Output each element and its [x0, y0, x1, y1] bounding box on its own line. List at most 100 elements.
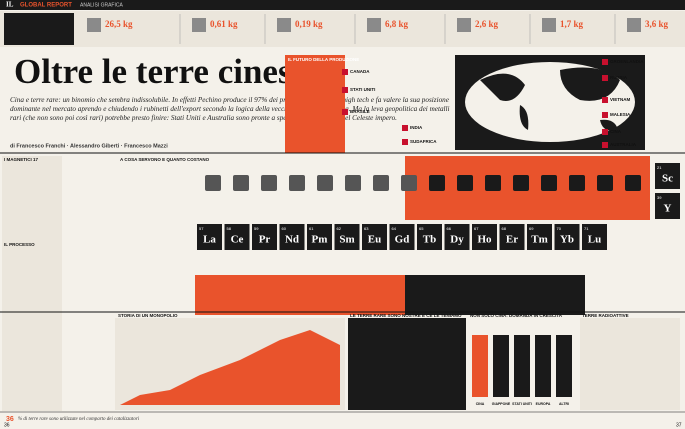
strip-icon — [367, 18, 381, 32]
map-flag — [402, 125, 408, 131]
element-number: 61 — [309, 226, 314, 231]
lede: Cina e terre rare: un binomio che sembra… — [10, 96, 450, 122]
element-number: 63 — [364, 226, 369, 231]
use-icon — [625, 175, 641, 191]
map-flag — [602, 112, 608, 118]
price-block-2 — [405, 275, 585, 315]
demand-label: CINA — [476, 402, 485, 406]
use-icon — [205, 175, 221, 191]
demand-label: EUROPA — [536, 402, 551, 406]
demand-bar — [472, 335, 488, 397]
history-area — [120, 330, 340, 405]
map-flag — [602, 97, 608, 103]
stats-strip — [0, 11, 685, 47]
byline: di Francesco Franchi · Alessandro Gibert… — [10, 143, 168, 149]
map-flag — [342, 87, 348, 93]
map-label: GROENLANDIA — [610, 59, 644, 64]
element-symbol: Ho — [477, 234, 492, 246]
element-number: 67 — [474, 226, 479, 231]
section-heading: IL PROCESSO — [4, 242, 35, 247]
element-number: 60 — [282, 226, 287, 231]
element-box — [472, 224, 497, 250]
element-box — [582, 224, 607, 250]
use-icon — [317, 175, 333, 191]
map-label: RUSSIA — [610, 75, 628, 80]
header-bar — [0, 0, 685, 10]
element-number: 21 — [657, 165, 662, 170]
map-flag — [342, 69, 348, 75]
left-column — [2, 156, 62, 411]
map-label: AUSTRALIA — [610, 142, 637, 147]
element-box — [527, 224, 552, 250]
element-number: 71 — [584, 226, 589, 231]
element-number: 39 — [657, 195, 662, 200]
lede-box: Cina e terre rare: un binomio che sembra… — [10, 96, 450, 122]
section-label: GLOBAL REPORT — [20, 3, 72, 9]
use-icon — [541, 175, 557, 191]
use-icon — [429, 175, 445, 191]
map-label: BRASILE — [350, 109, 370, 114]
map-label: CINA — [610, 129, 622, 134]
element-box — [554, 224, 580, 250]
element-number: 65 — [419, 226, 424, 231]
element-box — [334, 224, 360, 250]
map-flag — [602, 142, 608, 148]
element-box — [444, 224, 470, 250]
element-symbol: Dy — [450, 234, 464, 246]
strip-value: 6,8 kg — [385, 19, 409, 29]
use-icon — [261, 175, 277, 191]
section-heading: NON SOLO CINA: DOMANDA IN CRESCITA — [470, 313, 563, 318]
map-sidebar — [285, 55, 345, 153]
map-continents — [480, 67, 620, 131]
strip-value: 2,6 kg — [475, 19, 499, 29]
use-icon — [373, 175, 389, 191]
element-number: 62 — [337, 226, 342, 231]
map-heading: IL FUTURO DELLA PRODUZIONE — [288, 57, 359, 62]
use-icon — [289, 175, 305, 191]
demand-label: ALTRI — [559, 402, 569, 406]
page-right: 37 — [676, 422, 682, 428]
element-symbol: Tm — [531, 234, 548, 246]
element-box — [389, 224, 415, 250]
element-symbol: Yb — [560, 234, 574, 246]
element-symbol: Eu — [368, 234, 381, 246]
footer-figure: 36 — [6, 416, 14, 423]
element-number: 64 — [392, 226, 397, 231]
strip-icon — [277, 18, 291, 32]
map-label: VIETNAM — [610, 97, 631, 102]
footer-caption: % di terre rare sono utilizzate nel comp… — [18, 417, 140, 422]
strip-value: 26,5 kg — [105, 19, 133, 29]
strip-value: 1,7 kg — [560, 19, 584, 29]
strip-icon — [87, 18, 101, 32]
strip-value: 0,61 kg — [210, 19, 238, 29]
section-heading: STORIA DI UN MONOPOLIO — [118, 313, 178, 318]
strip-icon — [627, 18, 641, 32]
element-symbol: Pr — [259, 234, 271, 246]
use-icon — [569, 175, 585, 191]
element-symbol: Er — [506, 234, 518, 246]
element-box — [499, 224, 525, 250]
main-title: Oltre le terre cinesi — [14, 52, 302, 91]
use-icon — [345, 175, 361, 191]
strip-icon — [192, 18, 206, 32]
element-box — [362, 224, 387, 250]
element-symbol: Gd — [395, 234, 410, 246]
element-symbol: Ce — [231, 234, 244, 246]
section-heading: TERRE RADIOATTIVE — [582, 313, 629, 318]
element-symbol: Lu — [588, 234, 601, 246]
map-flag — [342, 109, 348, 115]
demand-label: GIAPPONE — [492, 402, 511, 406]
element-box — [655, 193, 680, 219]
section-heading: I MAGNETICI 17 — [4, 157, 39, 162]
map-flag — [402, 139, 408, 145]
map-flag — [602, 75, 608, 81]
element-symbol: Tb — [423, 234, 436, 246]
element-box — [655, 163, 680, 189]
map-label: SUDAFRICA — [410, 139, 437, 144]
use-icon — [457, 175, 473, 191]
element-symbol: Sm — [339, 234, 354, 246]
demand-bar — [535, 335, 551, 397]
subsection-label: ANALISI GRAFICA — [80, 2, 123, 8]
section-heading: A COSA SERVONO E QUANTO COSTANO — [120, 157, 210, 162]
